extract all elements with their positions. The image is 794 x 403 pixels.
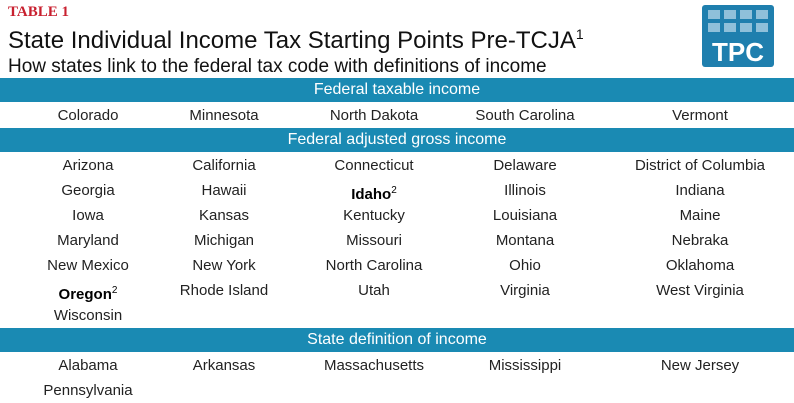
table-cell: Missouri	[346, 232, 402, 249]
table-row: Alabama Arkansas Massachusetts Mississippi N…	[0, 353, 794, 378]
table: Federal taxable income Colorado Minnesota N…	[0, 78, 794, 403]
table-row: Oregon2 Rhode Island Utah Virginia West Virg…	[0, 278, 794, 303]
table-cell: Ohio	[509, 257, 541, 274]
table-cell: Virginia	[500, 282, 550, 299]
table-cell: Hawaii	[201, 182, 247, 199]
table-cell: District of Columbia	[634, 157, 766, 174]
table-cell: North Carolina	[325, 257, 423, 274]
table-cell: New Mexico	[47, 257, 129, 274]
cell-sup: 2	[391, 185, 397, 196]
table-cell: Indiana	[675, 182, 725, 199]
table-row: Maryland Michigan Missouri Montana Nebraka	[0, 228, 794, 253]
table-cell: Montana	[495, 232, 555, 249]
table-cell: Georgia	[61, 182, 115, 199]
table-cell: Illinois	[504, 182, 546, 199]
cell-text: Oregon	[58, 286, 112, 303]
table-cell: New York	[192, 257, 256, 274]
table-cell: Utah	[358, 282, 390, 299]
table-cell: Arizona	[62, 157, 114, 174]
section-header: Federal taxable income	[0, 78, 794, 102]
table-cell: Massachusetts	[323, 357, 425, 374]
table-cell: Arkansas	[192, 357, 256, 374]
cell-text: Idaho	[351, 186, 392, 203]
title-sup: 1	[575, 26, 584, 42]
table-cell: California	[192, 157, 256, 174]
table-row: Arizona California Connecticut Delaware Dist…	[0, 153, 794, 178]
table-cell: Colorado	[57, 107, 119, 124]
logo: TPC	[702, 5, 774, 67]
table-cell: Michigan	[193, 232, 255, 249]
table-cell: Idaho2	[290, 178, 458, 207]
section-header: Federal adjusted gross income	[0, 128, 794, 152]
table-cell: North Dakota	[329, 107, 419, 124]
cell-sup: 2	[111, 285, 118, 296]
table-cell: Vermont	[672, 107, 728, 124]
table-cell: Connecticut	[334, 157, 414, 174]
logo-text: TPC	[712, 37, 764, 67]
table-cell: New Jersey	[660, 357, 740, 374]
table-cell: Alabama	[58, 357, 118, 374]
table-row: Pennsylvania	[0, 378, 794, 403]
table-cell: Nebraka	[671, 232, 729, 249]
table-label: TABLE 1	[8, 4, 69, 20]
table-row: Georgia Hawaii Idaho2 Illinois Indiana	[0, 178, 794, 203]
table-cell: Iowa	[72, 207, 104, 224]
table-row: Iowa Kansas Kentucky Louisiana Maine	[0, 203, 794, 228]
table-cell: Minnesota	[189, 107, 259, 124]
table-cell: Kansas	[198, 207, 250, 224]
table-cell: West Virginia	[656, 282, 744, 299]
table-cell: Mississippi	[488, 357, 562, 374]
title: State Individual Income Tax Starting Poi…	[8, 26, 584, 55]
table-cell: Pennsylvania	[43, 382, 133, 399]
table-row: Wisconsin	[0, 303, 794, 328]
table-cell: Maryland	[57, 232, 119, 249]
table-cell: Louisiana	[492, 207, 558, 224]
table-cell: South Carolina	[475, 107, 575, 124]
section-header: State definition of income	[0, 328, 794, 352]
table-row: Colorado Minnesota North Dakota South Carol…	[0, 103, 794, 128]
subtitle: How states link to the federal tax code …	[8, 56, 547, 77]
table-cell: Kentucky	[343, 207, 405, 224]
table-cell: Wisconsin	[53, 307, 123, 324]
table-cell: Maine	[679, 207, 721, 224]
table-cell: Oregon2	[0, 278, 176, 307]
table-cell: Rhode Island	[179, 282, 269, 299]
title-text: State Individual Income Tax Starting Poi…	[8, 27, 576, 54]
table-cell: Delaware	[493, 157, 557, 174]
table-cell: Oklahoma	[665, 257, 735, 274]
table-row: New Mexico New York North Carolina Ohio Okla…	[0, 253, 794, 278]
